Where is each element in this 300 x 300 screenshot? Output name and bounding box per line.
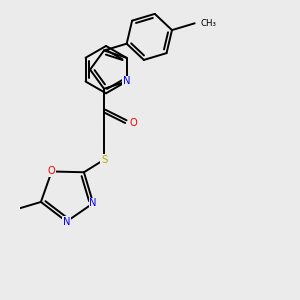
Text: CH₃: CH₃ (200, 19, 216, 28)
Text: N: N (123, 76, 130, 86)
Text: S: S (101, 155, 107, 165)
Text: O: O (48, 167, 56, 176)
Text: N: N (89, 198, 97, 208)
Text: N: N (63, 217, 70, 226)
Text: O: O (129, 118, 137, 128)
